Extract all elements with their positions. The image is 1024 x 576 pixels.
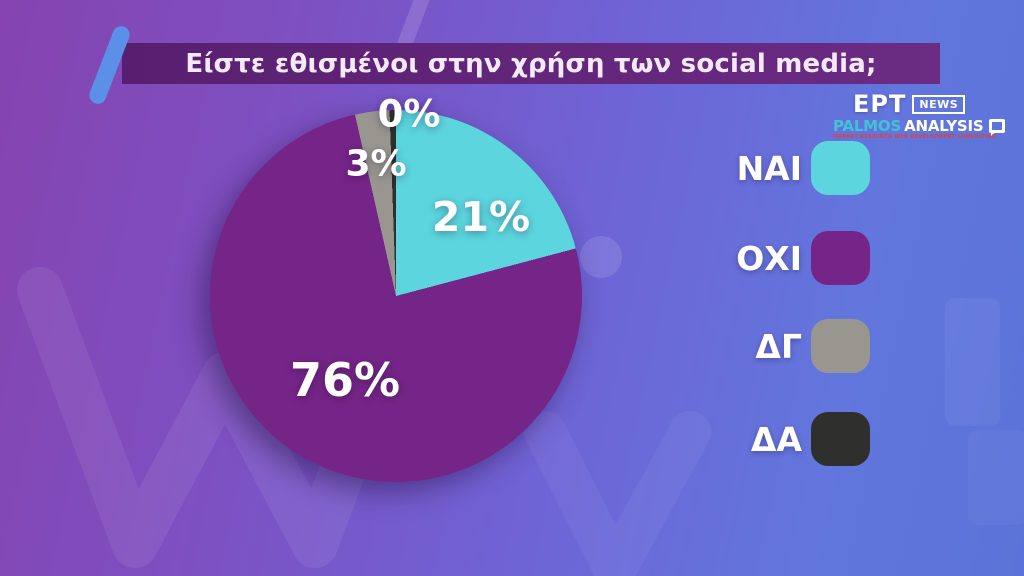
legend-label-dg: ΔΓ	[755, 326, 802, 366]
legend-swatch-da	[811, 412, 870, 466]
legend-label-da: ΔΑ	[750, 419, 802, 459]
ert-news-logo: ΕΡΤ NEWS	[853, 90, 966, 118]
legend-swatch-oxi	[811, 231, 870, 285]
ert-logo-text: ΕΡΤ	[853, 90, 907, 118]
palmos-logo-text: PALMOS	[833, 117, 902, 135]
legend-swatch-nai	[811, 141, 870, 195]
legend-label-nai: ΝΑΙ	[736, 148, 802, 188]
pie-label-nai: 21%	[431, 193, 531, 241]
question-title: Είστε εθισμένοι στην χρήση των social me…	[185, 48, 877, 79]
news-badge: NEWS	[912, 94, 966, 114]
legend-label-oxi: ΟΧΙ	[736, 238, 802, 278]
analysis-logo-text: ANALYSIS	[904, 117, 984, 135]
pie-chart	[210, 110, 582, 482]
speech-bubble-icon	[988, 119, 1005, 136]
legend-swatch-dg	[811, 319, 870, 373]
legend-item-nai: ΝΑΙ	[737, 140, 870, 196]
legend-item-dg: ΔΓ	[755, 318, 870, 374]
legend-item-oxi: ΟΧΙ	[736, 230, 870, 286]
glow-dot-decoration	[580, 236, 622, 278]
question-banner: Είστε εθισμένοι στην χρήση των social me…	[122, 43, 940, 84]
pie-label-dg: 3%	[345, 143, 407, 185]
pie-label-da: 0%	[377, 92, 441, 136]
palmos-analysis-logo: PALMOS ANALYSIS	[833, 117, 1005, 136]
pie-label-oxi: 76%	[289, 353, 401, 407]
legend: ΝΑΙ ΟΧΙ ΔΓ ΔΑ	[690, 0, 870, 576]
legend-item-da: ΔΑ	[751, 411, 870, 467]
agency-tagline: MARKET RESEARCH WEB DEVELOPMENT CONSULTI…	[833, 134, 996, 140]
